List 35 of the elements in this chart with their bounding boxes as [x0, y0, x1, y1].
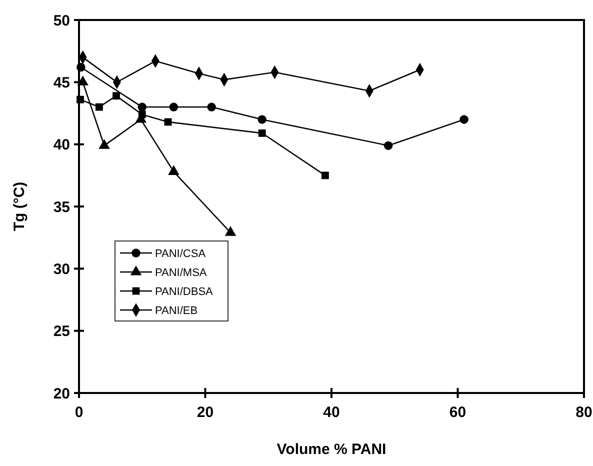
- point: [207, 102, 216, 112]
- x-tick-label: 60: [449, 404, 466, 421]
- point: [321, 172, 329, 180]
- point: [95, 103, 103, 111]
- legend-label: PANI/CSA: [155, 248, 206, 260]
- point: [258, 115, 266, 124]
- y-tick-label: 20: [53, 385, 70, 402]
- x-tick-label: 80: [576, 404, 592, 421]
- point: [138, 102, 146, 112]
- y-tick-label: 35: [53, 198, 70, 216]
- point: [169, 102, 178, 112]
- point: [224, 226, 236, 236]
- point: [76, 96, 84, 104]
- x-tick-label: 40: [323, 404, 340, 421]
- x-tick-label: 20: [196, 404, 214, 421]
- point: [76, 62, 86, 72]
- point: [258, 129, 266, 137]
- x-tick-label: 0: [74, 404, 84, 421]
- y-axis-title: Tg (°C): [11, 182, 28, 232]
- legend-label: PANI/DBSA: [155, 286, 214, 298]
- y-tick-label: 30: [53, 260, 70, 278]
- point: [384, 141, 393, 150]
- point: [138, 110, 146, 118]
- legend-label: PANI/MSA: [155, 266, 208, 279]
- y-tick-label: 45: [53, 74, 70, 92]
- legend-label: PANI/EB: [155, 304, 198, 317]
- point: [168, 165, 180, 175]
- point: [164, 118, 172, 126]
- y-tick-label: 25: [53, 323, 70, 340]
- point: [460, 115, 468, 124]
- point: [98, 139, 110, 149]
- y-tick-label: 50: [53, 12, 70, 30]
- point: [112, 92, 120, 100]
- y-tick-label: 40: [53, 136, 70, 154]
- x-axis-title: Volume % PANI: [276, 441, 386, 458]
